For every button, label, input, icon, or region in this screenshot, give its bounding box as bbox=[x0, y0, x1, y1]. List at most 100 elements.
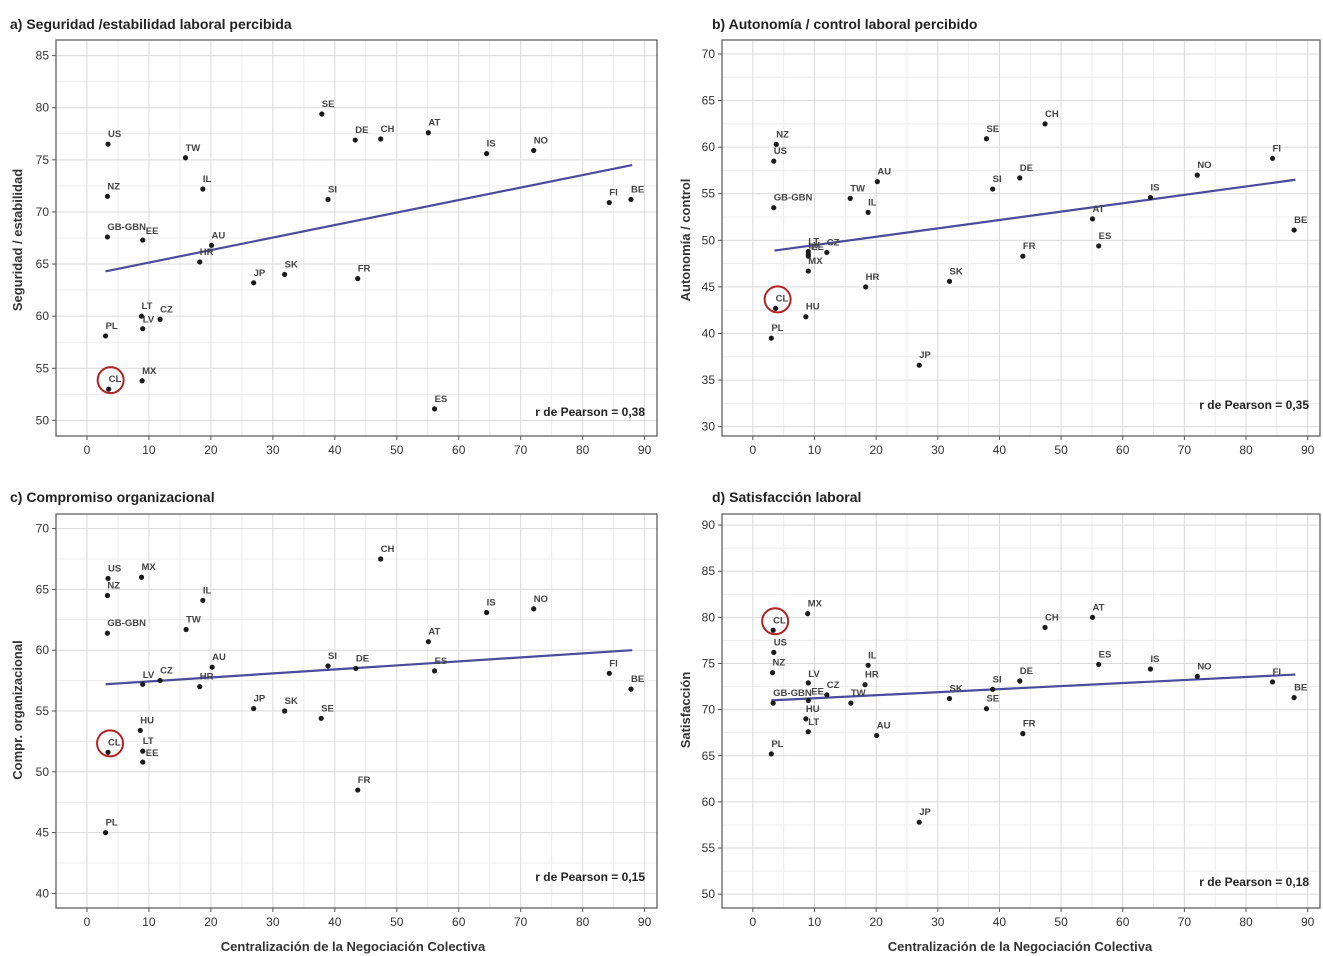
panel-c-point-hu bbox=[137, 727, 143, 734]
panel-c-point-label-fr: FR bbox=[358, 775, 371, 786]
panel-a-point-at bbox=[425, 130, 431, 136]
panel-c-point-ch bbox=[378, 556, 384, 562]
panel-a-point-au bbox=[208, 242, 215, 248]
panel-b-ytick-label: 55 bbox=[702, 187, 716, 201]
panel-d-point-label-de: DE bbox=[1020, 666, 1033, 677]
panel-d-point-label-es: ES bbox=[1099, 649, 1112, 660]
panel-d-point-label-il: IL bbox=[868, 650, 877, 661]
panel-b-point-label-is: IS bbox=[1150, 182, 1159, 193]
panel-c-xtick-label: 80 bbox=[576, 915, 590, 929]
panel-c-point-label-de: DE bbox=[356, 653, 369, 664]
panel-a-point-label-nz: NZ bbox=[107, 181, 120, 192]
panel-d-point-jp bbox=[916, 819, 922, 825]
panel-c-point-es bbox=[431, 668, 438, 674]
panel-c-ytick-label: 40 bbox=[36, 886, 50, 900]
panel-d-point-label-hr: HR bbox=[865, 670, 879, 681]
panel-d-point-fi bbox=[1269, 679, 1276, 685]
panel-a-xtick-label: 50 bbox=[390, 443, 404, 457]
panel-b-point-label-au: AU bbox=[877, 167, 891, 178]
panel-c-xtick-label: 90 bbox=[638, 915, 652, 929]
panel-c-point-label-es: ES bbox=[435, 656, 448, 667]
panel-b-point-hu bbox=[803, 314, 809, 320]
panel-a-xtick-label: 70 bbox=[514, 443, 528, 457]
panel-c-ytick-label: 65 bbox=[36, 582, 50, 596]
panel-a-point-lt bbox=[138, 313, 145, 319]
panel-d-xtick-label: 90 bbox=[1301, 915, 1315, 929]
panel-c-point-label-cz: CZ bbox=[160, 666, 173, 677]
panel-c-xtick-label: 0 bbox=[84, 915, 91, 929]
panel-d-xtick-label: 30 bbox=[931, 915, 945, 929]
panel-d-xlabel: Centralización de la Negociación Colecti… bbox=[888, 939, 1153, 954]
panel-c-point-label-pl: PL bbox=[106, 818, 118, 829]
panel-a-plot: 0 10 20 30 40 50 60 70 80 90 50 55 60 65 70 75 80 85 US NZ G… bbox=[36, 39, 658, 457]
panel-a-xtick-label: 80 bbox=[576, 443, 590, 457]
panel-b-point-label-lv: LV bbox=[808, 240, 820, 251]
panel-d-xtick-label: 80 bbox=[1239, 915, 1253, 929]
panel-b-point-label-hu: HU bbox=[806, 302, 820, 313]
panel-c-point-label-at: AT bbox=[428, 627, 440, 638]
panel-d-ylabel: Satisfacción bbox=[678, 672, 693, 749]
panel-a-ylabel: Seguridad / estabilidad bbox=[10, 169, 25, 311]
panel-a-point-label-cz: CZ bbox=[160, 304, 173, 315]
panel-c-point-tw bbox=[183, 626, 189, 633]
panel-d-xtick-label: 70 bbox=[1178, 915, 1192, 929]
panel-d-point-sk bbox=[946, 695, 953, 702]
panel-d-point-label-pl: PL bbox=[771, 739, 783, 750]
panel-c-point-label-lv: LV bbox=[143, 670, 155, 681]
panel-d-point-label-lt: LT bbox=[808, 717, 819, 728]
panel-b-ylabel: Autonomía / control bbox=[678, 179, 693, 302]
panel-a-point-is bbox=[484, 150, 490, 157]
panel-c-point-hr bbox=[197, 684, 203, 690]
panel-d: d) Satisfacción laboral Satisfacción 0 10… bbox=[678, 489, 1321, 954]
panel-b-xtick-label: 50 bbox=[1054, 443, 1068, 457]
panel-d-point-ee bbox=[805, 697, 811, 703]
panel-d-point-lv bbox=[805, 680, 811, 686]
panel-a-point-fr bbox=[355, 276, 361, 282]
panel-a-xtick-label: 90 bbox=[638, 443, 652, 457]
panel-a-xtick-label: 40 bbox=[328, 443, 342, 457]
panel-d-point-label-nz: NZ bbox=[773, 658, 786, 669]
panel-d-xtick-label: 0 bbox=[749, 915, 756, 929]
panel-d-point-nz bbox=[769, 670, 776, 676]
panel-d-point-fr bbox=[1020, 731, 1026, 737]
panel-b: b) Autonomía / control laboral percibido… bbox=[678, 16, 1321, 457]
panel-b-point-label-at: AT bbox=[1093, 204, 1105, 215]
panel-d-title: d) Satisfacción laboral bbox=[712, 489, 861, 505]
panel-d-point-label-is: IS bbox=[1150, 654, 1159, 665]
panel-c-xtick-label: 60 bbox=[452, 915, 466, 929]
panel-c-point-label-ch: CH bbox=[381, 544, 395, 555]
panel-b-ytick-label: 40 bbox=[702, 327, 716, 341]
panel-a-point-us bbox=[105, 141, 111, 147]
panel-b-ytick-label: 60 bbox=[702, 140, 716, 154]
panel-b-ytick-label: 50 bbox=[702, 233, 716, 247]
panel-d-point-ch bbox=[1042, 624, 1048, 631]
panel-d-ytick-label: 55 bbox=[702, 841, 716, 855]
panel-c-point-au bbox=[209, 664, 215, 670]
panel-d-point-lt bbox=[805, 729, 811, 735]
panel-d-point-label-cz: CZ bbox=[827, 680, 840, 691]
panel-d-point-label-lv: LV bbox=[808, 669, 820, 680]
panel-c-title: c) Compromiso organizacional bbox=[10, 489, 215, 505]
panel-c-point-gb-gbn bbox=[104, 630, 111, 636]
panel-b-point-label-lt: LT bbox=[808, 237, 819, 248]
panel-d-point-label-gb-gbn: GB-GBN bbox=[773, 688, 812, 699]
panel-b-point-de bbox=[1017, 175, 1023, 181]
panel-b-point-pl bbox=[768, 335, 774, 341]
panel-c-xtick-label: 40 bbox=[328, 915, 342, 929]
panel-d-point-label-be: BE bbox=[1294, 683, 1307, 694]
panel-d-xtick-label: 40 bbox=[993, 915, 1007, 929]
panel-d-xtick-label: 10 bbox=[808, 915, 822, 929]
panel-a-point-label-jp: JP bbox=[254, 268, 266, 279]
panel-a-point-label-fi: FI bbox=[609, 188, 617, 199]
panel-c-point-label-is: IS bbox=[487, 598, 496, 609]
panel-c-xlabel: Centralización de la Negociación Colecti… bbox=[221, 939, 486, 954]
panel-a-point-label-si: SI bbox=[328, 184, 337, 195]
panel-b-point-label-be: BE bbox=[1294, 215, 1307, 226]
panel-a-point-cl bbox=[106, 386, 112, 392]
panel-c-border bbox=[55, 513, 658, 909]
panel-a-point-il bbox=[200, 186, 206, 192]
panel-a-point-label-be: BE bbox=[631, 184, 644, 195]
panel-a-ytick-label: 50 bbox=[36, 413, 50, 427]
panel-c-ytick-label: 55 bbox=[36, 704, 50, 718]
panel-d-xtick-label: 20 bbox=[869, 915, 883, 929]
